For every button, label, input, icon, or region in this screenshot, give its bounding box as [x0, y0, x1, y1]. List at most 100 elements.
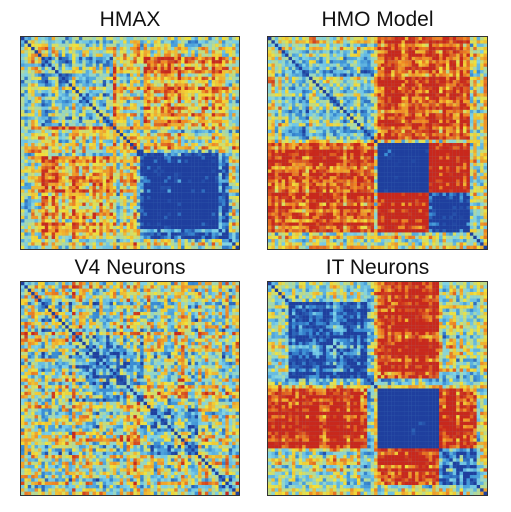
- heatmap-cell: [204, 143, 209, 147]
- heatmap-cell: [147, 156, 151, 160]
- heatmap-cell: [218, 50, 223, 54]
- heatmap-cell: [170, 232, 175, 236]
- heatmap-cell: [208, 166, 212, 170]
- heatmap-cell: [85, 239, 90, 243]
- heatmap-cell: [218, 212, 223, 216]
- heatmap-cell: [278, 76, 282, 81]
- heatmap-cell: [44, 156, 49, 160]
- heatmap-cell: [147, 63, 151, 67]
- heatmap-cell: [377, 43, 381, 48]
- heatmap-cell: [106, 179, 110, 183]
- heatmap-cell: [92, 99, 97, 104]
- heatmap-cell: [218, 99, 223, 104]
- heatmap-cell: [346, 60, 351, 64]
- heatmap-cell: [82, 176, 86, 180]
- heatmap-cell: [445, 56, 450, 61]
- heatmap-cell: [140, 242, 144, 246]
- heatmap-cell: [78, 63, 83, 67]
- heatmap-cell: [95, 166, 100, 170]
- heatmap-cell: [133, 80, 137, 84]
- heatmap-cell: [147, 235, 151, 240]
- heatmap-cell: [153, 162, 158, 167]
- heatmap-cell: [228, 146, 233, 150]
- heatmap-cell: [61, 40, 66, 44]
- heatmap-cell: [208, 212, 212, 216]
- heatmap-cell: [387, 46, 392, 51]
- heatmap-cell: [48, 106, 52, 110]
- heatmap-cell: [123, 60, 127, 64]
- heatmap-cell: [72, 56, 76, 61]
- heatmap-cell: [181, 159, 185, 163]
- heatmap-cell: [95, 93, 100, 97]
- heatmap-cell: [204, 136, 209, 140]
- heatmap-cell: [225, 232, 229, 236]
- heatmap-cell: [126, 205, 131, 210]
- heatmap-cell: [72, 196, 76, 200]
- heatmap-cell: [68, 196, 73, 200]
- heatmap-cell: [136, 66, 141, 71]
- heatmap-cell: [126, 116, 131, 120]
- heatmap-cell: [167, 222, 171, 226]
- heatmap-cell: [228, 60, 233, 64]
- heatmap-cell: [82, 109, 86, 114]
- heatmap-cell: [51, 46, 56, 51]
- heatmap-cell: [150, 149, 154, 154]
- heatmap-cell: [58, 239, 62, 243]
- heatmap-cell: [44, 106, 49, 110]
- heatmap-cell: [225, 103, 229, 107]
- heatmap-cell: [184, 50, 188, 54]
- heatmap-cell: [177, 232, 182, 236]
- heatmap-cell: [109, 139, 114, 144]
- heatmap-cell: [123, 219, 127, 223]
- heatmap-cell: [24, 139, 28, 144]
- heatmap-cell: [72, 119, 76, 124]
- heatmap-cell: [99, 119, 103, 124]
- heatmap-cell: [85, 202, 90, 207]
- heatmap-cell: [65, 192, 69, 197]
- heatmap-cell: [228, 245, 233, 249]
- heatmap-cell: [452, 43, 457, 48]
- heatmap-cell: [85, 53, 90, 57]
- heatmap-cell: [153, 90, 158, 94]
- heatmap-cell: [235, 103, 239, 107]
- heatmap-cell: [150, 86, 154, 91]
- heatmap-cell: [55, 93, 59, 97]
- heatmap-cell: [102, 176, 107, 180]
- heatmap-cell: [99, 172, 103, 177]
- heatmap-cell: [112, 99, 117, 104]
- heatmap-cell: [268, 70, 272, 74]
- heatmap-cell: [24, 46, 28, 51]
- heatmap-cell: [106, 159, 110, 163]
- heatmap-cell: [225, 205, 229, 210]
- heatmap-cell: [34, 70, 39, 74]
- heatmap-cell: [449, 53, 453, 57]
- heatmap-cell: [34, 222, 39, 226]
- heatmap-cell: [140, 46, 144, 51]
- heatmap-cell: [41, 106, 45, 110]
- heatmap-cell: [157, 56, 161, 61]
- heatmap-cell: [322, 43, 327, 48]
- heatmap-cell: [221, 93, 226, 97]
- heatmap-cell: [157, 76, 161, 81]
- heatmap-cell: [177, 139, 182, 144]
- heatmap-cell: [150, 143, 154, 147]
- heatmap-cell: [295, 43, 299, 48]
- heatmap-cell: [123, 96, 127, 101]
- heatmap-cell: [82, 222, 86, 226]
- heatmap-cell: [130, 212, 134, 216]
- heatmap-cell: [61, 166, 66, 170]
- heatmap-cell: [463, 63, 467, 67]
- heatmap-cell: [95, 60, 100, 64]
- heatmap-cell: [391, 80, 395, 84]
- heatmap-cell: [167, 70, 171, 74]
- heatmap-cell: [112, 96, 117, 101]
- heatmap-cell: [106, 123, 110, 127]
- heatmap-cell: [160, 212, 165, 216]
- heatmap-cell: [201, 205, 206, 210]
- heatmap-cell: [215, 202, 219, 207]
- heatmap-cell: [65, 119, 69, 124]
- heatmap-cell: [78, 96, 83, 101]
- heatmap-cell: [126, 109, 131, 114]
- heatmap-cell: [336, 76, 340, 81]
- heatmap-cell: [55, 80, 59, 84]
